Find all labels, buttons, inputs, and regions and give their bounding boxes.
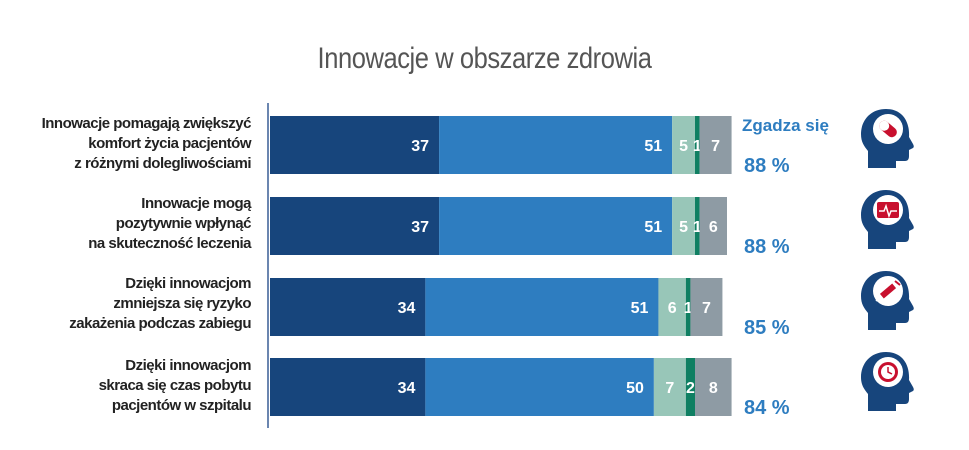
chart-title: Innowacje w obszarze zdrowia xyxy=(317,42,652,75)
bar-2-value-5: 6 xyxy=(709,219,718,236)
bar-3-segment-2 xyxy=(425,278,659,336)
category-label-line: skraca się czas pobytu xyxy=(98,377,252,394)
category-label-1: Innowacje pomagają zwiększyć komfort życi… xyxy=(11,114,252,174)
agree-total-3: 85 % xyxy=(744,317,790,339)
bar-2-segment-1 xyxy=(270,197,440,255)
bar-4-value-2: 50 xyxy=(626,380,644,397)
category-label-2: Innowacje mogą pozytywnie wpłynąć na skute… xyxy=(11,194,251,254)
pill-icon xyxy=(861,109,914,168)
bar-4-segment-3 xyxy=(653,358,686,416)
bar-4-segment-4 xyxy=(685,358,696,416)
bar-1-value-1: 37 xyxy=(411,138,429,155)
category-label-line: komfort życia pacjentów xyxy=(88,135,251,152)
bar-3-value-5: 7 xyxy=(702,300,711,317)
agree-label: Zgadza się xyxy=(742,116,829,135)
bar-1-segment-5 xyxy=(699,116,732,174)
syringe-icon xyxy=(861,271,914,330)
category-label-line: zakażenia podczas zabiegu xyxy=(69,315,251,332)
bar-2-value-3: 5 xyxy=(679,219,688,236)
heart-monitor-icon xyxy=(861,190,914,249)
category-label-line: Innowacje pomagają zwiększyć xyxy=(41,115,252,132)
bar-2-segment-3 xyxy=(672,197,696,255)
agree-total-4: 84 % xyxy=(744,397,790,419)
bar-3-segment-1 xyxy=(270,278,426,336)
bar-4-value-3: 7 xyxy=(665,380,674,397)
bar-3-value-4: 1 xyxy=(684,300,693,317)
bar-2-segment-5 xyxy=(699,197,727,255)
bar-1-value-5: 7 xyxy=(711,138,720,155)
category-label-line: na skuteczność leczenia xyxy=(88,235,251,252)
bar-4-value-5: 8 xyxy=(709,380,718,397)
category-label-line: pacjentów w szpitalu xyxy=(111,397,252,414)
agree-total-1: 88 % xyxy=(744,155,790,177)
bar-4-segment-2 xyxy=(425,358,654,416)
bar-1-value-2: 51 xyxy=(644,138,662,155)
bar-4-segment-1 xyxy=(270,358,426,416)
bar-4-value-4: 2 xyxy=(686,380,695,397)
category-label-4: Dzięki innowacjom skraca się czas pobytu p… xyxy=(11,356,252,416)
bar-2-segment-4 xyxy=(695,197,700,255)
bar-4-segment-5 xyxy=(695,358,732,416)
agree-total-2: 88 % xyxy=(744,236,790,258)
bar-1-segment-2 xyxy=(439,116,673,174)
bar-2-value-2: 51 xyxy=(644,219,662,236)
bar-3-value-2: 51 xyxy=(631,300,649,317)
bar-4-value-1: 34 xyxy=(398,380,416,397)
category-label-line: pozytywnie wpłynąć xyxy=(115,215,252,232)
bar-1-segment-4 xyxy=(695,116,700,174)
category-label-line: Dzięki innowacjom xyxy=(125,357,251,374)
category-label-3: Dzięki innowacjom zmniejsza się ryzyko zak… xyxy=(11,274,251,334)
bar-3-segment-5 xyxy=(690,278,723,336)
bar-2-value-1: 37 xyxy=(411,219,429,236)
category-label-line: z różnymi dolegliwościami xyxy=(74,155,251,172)
clock-icon xyxy=(861,352,914,411)
category-label-line: Innowacje mogą xyxy=(141,195,251,212)
bar-3-segment-4 xyxy=(685,278,691,336)
bar-3-value-3: 6 xyxy=(668,300,677,317)
bar-1-value-4: 1 xyxy=(693,138,702,155)
category-label-line: zmniejsza się ryzyko xyxy=(113,295,251,312)
bar-3-segment-3 xyxy=(658,278,686,336)
bar-1-segment-1 xyxy=(270,116,440,174)
bar-3-value-1: 34 xyxy=(398,300,416,317)
bar-2-value-4: 1 xyxy=(693,219,702,236)
bar-1-segment-3 xyxy=(672,116,696,174)
bar-2-segment-2 xyxy=(439,197,673,255)
category-label-line: Dzięki innowacjom xyxy=(125,275,251,292)
bar-1-value-3: 5 xyxy=(679,138,688,155)
